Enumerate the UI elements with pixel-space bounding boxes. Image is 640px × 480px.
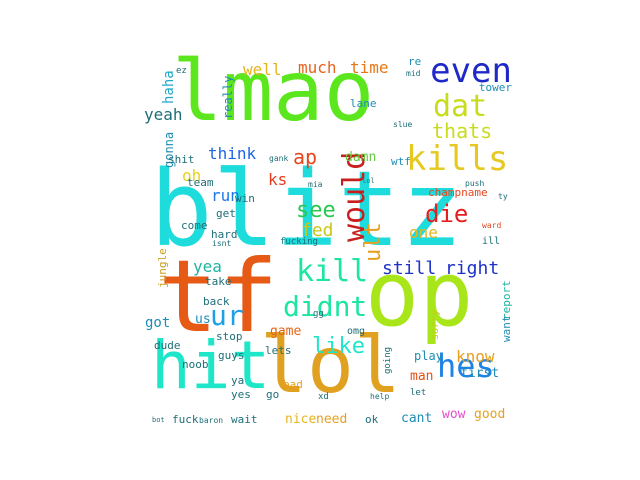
word-yea: yea: [193, 257, 222, 276]
word-thats: thats: [432, 119, 493, 143]
word-cant: cant: [401, 411, 433, 426]
word-die: die: [425, 200, 469, 228]
word-stop: stop: [216, 330, 243, 343]
word-gank: gank: [269, 154, 289, 163]
word-ya: ya: [231, 374, 245, 387]
word-even: even: [430, 51, 512, 91]
word-blitz: blitz: [150, 148, 464, 270]
word-want: want: [500, 315, 513, 343]
word-run: run: [211, 186, 240, 205]
word-jungle: jungle: [156, 248, 169, 288]
word-well: well: [243, 60, 282, 79]
word-isnt: isnt: [212, 239, 232, 248]
word-shit: shit: [168, 153, 195, 166]
word-ult: ult: [361, 222, 386, 262]
word-op: op: [365, 242, 474, 347]
word-hes: hes: [437, 347, 495, 385]
word-get: get: [216, 207, 236, 220]
word-dat: dat: [433, 89, 488, 124]
word-ez: ez: [176, 66, 187, 76]
word-team: team: [187, 176, 214, 189]
word-cloud: blitz lmao tf op lol hit even kills dat thats woul…: [131, 42, 513, 430]
word-lets: lets: [265, 344, 292, 357]
word-push: push: [465, 179, 485, 188]
word-ty: ty: [498, 192, 508, 201]
word-lmao: lmao: [172, 42, 375, 140]
word-man: man: [410, 369, 434, 384]
word-fed: fed: [301, 220, 334, 241]
word-lol: lol: [362, 177, 375, 185]
word-got: got: [145, 315, 171, 331]
word-fuck: fuck: [172, 413, 199, 426]
word-still: still: [382, 258, 437, 279]
word-lol: lol: [260, 321, 401, 411]
word-see: see: [296, 198, 336, 223]
word-game: game: [270, 324, 302, 339]
word-ur: ur: [210, 299, 244, 332]
word-kill: kill: [296, 254, 369, 289]
word-like: like: [312, 334, 365, 359]
word-go: go: [266, 388, 280, 401]
word-win: win: [235, 192, 255, 205]
word-ap: ap: [293, 145, 318, 169]
word-noob: noob: [182, 358, 209, 371]
word-nice: nice: [285, 412, 317, 427]
word-kills: kills: [406, 139, 509, 179]
word-ok: ok: [365, 413, 379, 426]
word-champname: champname: [428, 186, 488, 199]
word-tower: tower: [478, 81, 512, 94]
word-fucking: fucking: [280, 237, 318, 247]
word-hit: hit: [151, 327, 271, 404]
word-wtf: wtf: [391, 155, 411, 168]
word-damn: damn: [345, 150, 377, 165]
word-take: take: [205, 275, 232, 288]
word-re: re: [408, 55, 422, 68]
word-going: going: [383, 346, 393, 374]
word-wow: wow: [442, 407, 466, 422]
word-back: back: [203, 295, 230, 308]
word-us: us: [195, 312, 211, 327]
word-tf: tf: [158, 238, 279, 355]
word-mia: mia: [308, 180, 323, 189]
word-oh: oh: [182, 166, 202, 185]
word-bot: bot: [152, 416, 165, 424]
word-yeah: yeah: [144, 105, 183, 124]
word-help: help: [370, 392, 390, 401]
word-play: play: [414, 349, 443, 363]
word-time: time: [350, 58, 389, 77]
word-first: first: [460, 366, 500, 381]
word-ks: ks: [268, 170, 288, 189]
word-need: need: [316, 412, 348, 427]
word-bad: bad: [283, 378, 303, 391]
word-think: think: [208, 144, 257, 163]
word-one: one: [409, 223, 438, 242]
word-let: let: [410, 388, 427, 398]
word-good: good: [474, 407, 506, 422]
word-slue: slue: [393, 120, 413, 129]
word-haha: haha: [161, 70, 177, 104]
word-know: know: [456, 347, 495, 366]
word-really: really: [221, 75, 235, 119]
word-report: report: [500, 280, 513, 320]
word-mid: mid: [406, 69, 421, 78]
word-didnt: didnt: [283, 290, 368, 323]
word-hard: hard: [211, 228, 238, 241]
word-come: come: [181, 219, 208, 232]
word-wait: wait: [231, 413, 258, 426]
word-guys: guys: [218, 349, 245, 362]
word-baron: baron: [199, 416, 224, 425]
word-xd: xd: [318, 392, 329, 402]
word-omg: omg: [347, 326, 366, 337]
word-lane: lane: [350, 97, 377, 110]
word-ill: ill: [482, 236, 501, 247]
word-sorry: sorry: [430, 309, 441, 340]
word-gg: gg: [313, 309, 324, 319]
word-much: much: [298, 58, 337, 77]
word-right: right: [445, 258, 500, 279]
word-ward: ward: [482, 221, 502, 230]
word-dude: dude: [154, 339, 181, 352]
word-yes: yes: [231, 388, 251, 401]
